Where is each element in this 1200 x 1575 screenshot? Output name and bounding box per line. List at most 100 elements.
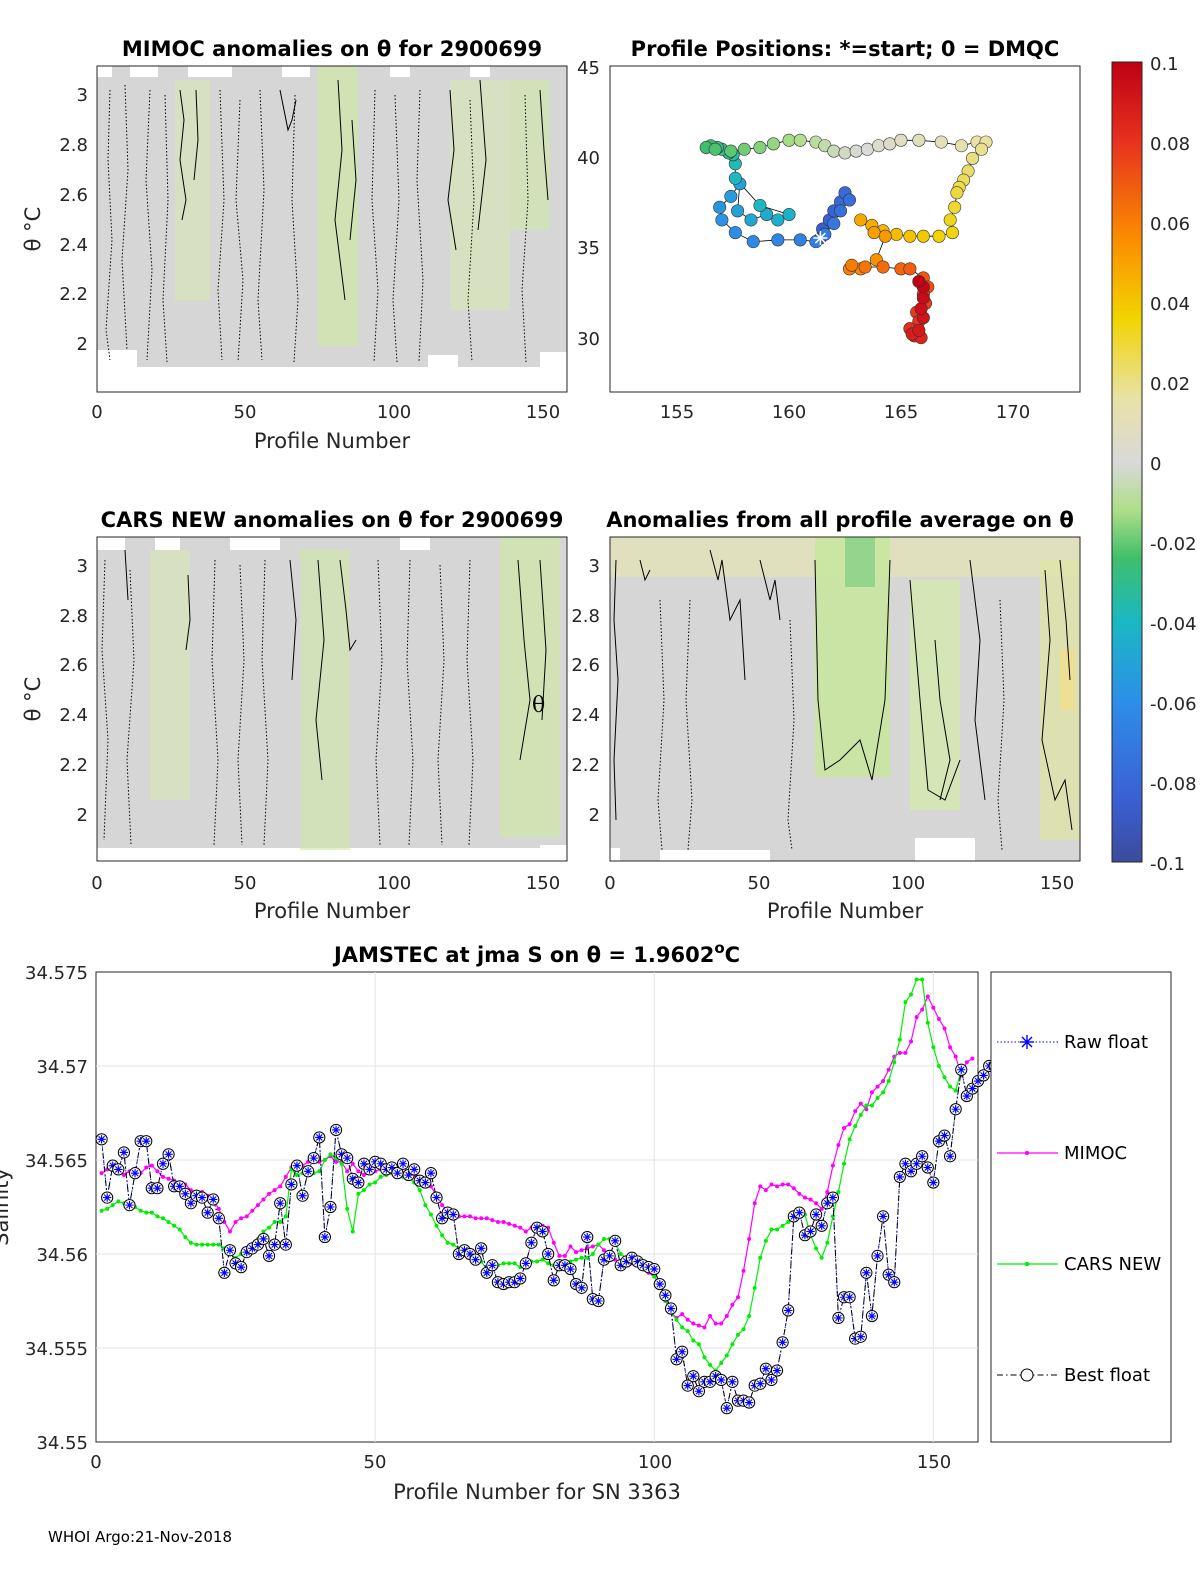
mimoc-point	[473, 1216, 478, 1221]
best-float-point	[117, 1146, 131, 1159]
cars-point	[897, 1037, 902, 1042]
best-float-point	[514, 1272, 527, 1285]
best-float-point	[195, 1191, 209, 1204]
svg-text:150: 150	[917, 1452, 951, 1473]
best-float-point	[715, 1373, 728, 1387]
best-float-point	[296, 1189, 309, 1202]
best-float-point	[486, 1259, 499, 1272]
profile-position	[948, 200, 962, 214]
profile-position	[878, 229, 892, 243]
best-float-point	[692, 1385, 705, 1398]
profile-position	[737, 142, 751, 156]
cars-point	[339, 1161, 344, 1166]
cars-point	[183, 1235, 188, 1240]
mimoc-point	[233, 1220, 238, 1225]
profile-position	[782, 208, 796, 222]
svg-text:0: 0	[90, 1452, 101, 1473]
cars-point	[361, 1188, 366, 1193]
cars-point	[105, 1206, 110, 1211]
best-float-point	[804, 1225, 817, 1238]
best-float-point	[782, 1304, 795, 1317]
mimoc-point	[909, 1039, 914, 1044]
mimoc-field	[97, 66, 567, 372]
cars-point	[925, 1020, 930, 1025]
best-float-point	[151, 1182, 164, 1195]
mimoc-point	[166, 1176, 171, 1181]
cars-point	[903, 1000, 908, 1005]
best-float-point	[475, 1242, 488, 1255]
best-float-point	[156, 1157, 170, 1170]
profile-position	[912, 275, 926, 289]
svg-text:2.2: 2.2	[59, 755, 88, 776]
mimoc-point	[484, 1216, 489, 1221]
best-float-point	[977, 1069, 990, 1082]
mimoc-point	[853, 1109, 858, 1114]
profile-position	[872, 139, 886, 153]
best-float-point	[101, 1191, 114, 1204]
cars-point	[144, 1210, 149, 1215]
svg-text:150: 150	[526, 402, 560, 423]
profile-position	[858, 260, 872, 274]
best-float-point	[871, 1249, 884, 1262]
best-float-point	[793, 1206, 806, 1219]
best-float-point	[274, 1197, 287, 1210]
best-float-point	[810, 1208, 823, 1221]
mimoc-point	[334, 1159, 339, 1164]
mimoc-point	[601, 1248, 606, 1253]
cars-ylabel: θ °C	[21, 677, 45, 722]
best-float-point	[754, 1377, 767, 1390]
mimoc-point	[691, 1321, 696, 1326]
profile-position	[876, 260, 890, 274]
profile-position	[753, 141, 767, 155]
best-float-point	[860, 1266, 873, 1279]
mimoc-point	[702, 1325, 707, 1330]
mimoc-point	[574, 1250, 579, 1255]
svg-text:100: 100	[377, 402, 411, 423]
cars-point	[345, 1206, 350, 1211]
svg-text:0.1: 0.1	[1150, 54, 1179, 75]
svg-text:34.565: 34.565	[25, 1151, 88, 1172]
profile-position	[860, 142, 874, 156]
cars-point	[769, 1227, 774, 1232]
svg-text:34.555: 34.555	[25, 1339, 88, 1360]
mimoc-point	[819, 1206, 824, 1211]
mimoc-point	[490, 1218, 495, 1223]
best-float-point	[329, 1123, 343, 1137]
cars-point	[691, 1338, 696, 1343]
cars-point	[138, 1208, 143, 1213]
best-float-point	[235, 1261, 248, 1274]
mimoc-point	[261, 1197, 266, 1202]
mimoc-point	[568, 1244, 573, 1249]
mimoc-point	[769, 1182, 774, 1187]
cars-point	[356, 1191, 361, 1196]
cars-point	[780, 1223, 785, 1228]
cars-point	[953, 1088, 958, 1093]
cars-point	[99, 1208, 104, 1213]
positions-yticks: 45 40 35 30	[577, 58, 600, 350]
cars-point	[942, 1075, 947, 1080]
cars-point	[596, 1242, 601, 1247]
cars-point	[216, 1242, 221, 1247]
cars-title: CARS NEW anomalies on θ for 2900699	[101, 508, 564, 532]
mimoc-xlabel: Profile Number	[254, 429, 411, 453]
mimoc-point	[780, 1182, 785, 1187]
svg-text:50: 50	[748, 873, 771, 894]
mimoc-point	[814, 1201, 819, 1206]
mimoc-point	[696, 1323, 701, 1328]
profile-position	[914, 302, 928, 316]
mimoc-point	[713, 1321, 718, 1326]
best-float-point	[770, 1364, 784, 1377]
best-float-point	[575, 1281, 588, 1294]
cars-point	[747, 1314, 752, 1319]
cars-point	[149, 1210, 154, 1215]
cars-point	[272, 1220, 277, 1225]
mimoc-point	[719, 1321, 724, 1326]
mimoc-point	[283, 1174, 288, 1179]
svg-text:2.2: 2.2	[571, 755, 600, 776]
cars-point	[875, 1095, 880, 1100]
mimoc-point	[858, 1101, 863, 1106]
allavg-yticks: 3 2.8 2.6 2.4 2.2 2	[571, 556, 600, 826]
mimoc-point	[495, 1220, 500, 1225]
mimoc-point	[155, 1169, 160, 1174]
colorbar: 0.1 0.08 0.06 0.04 0.02 0 -0.02 -0.04 -0…	[1111, 54, 1197, 875]
